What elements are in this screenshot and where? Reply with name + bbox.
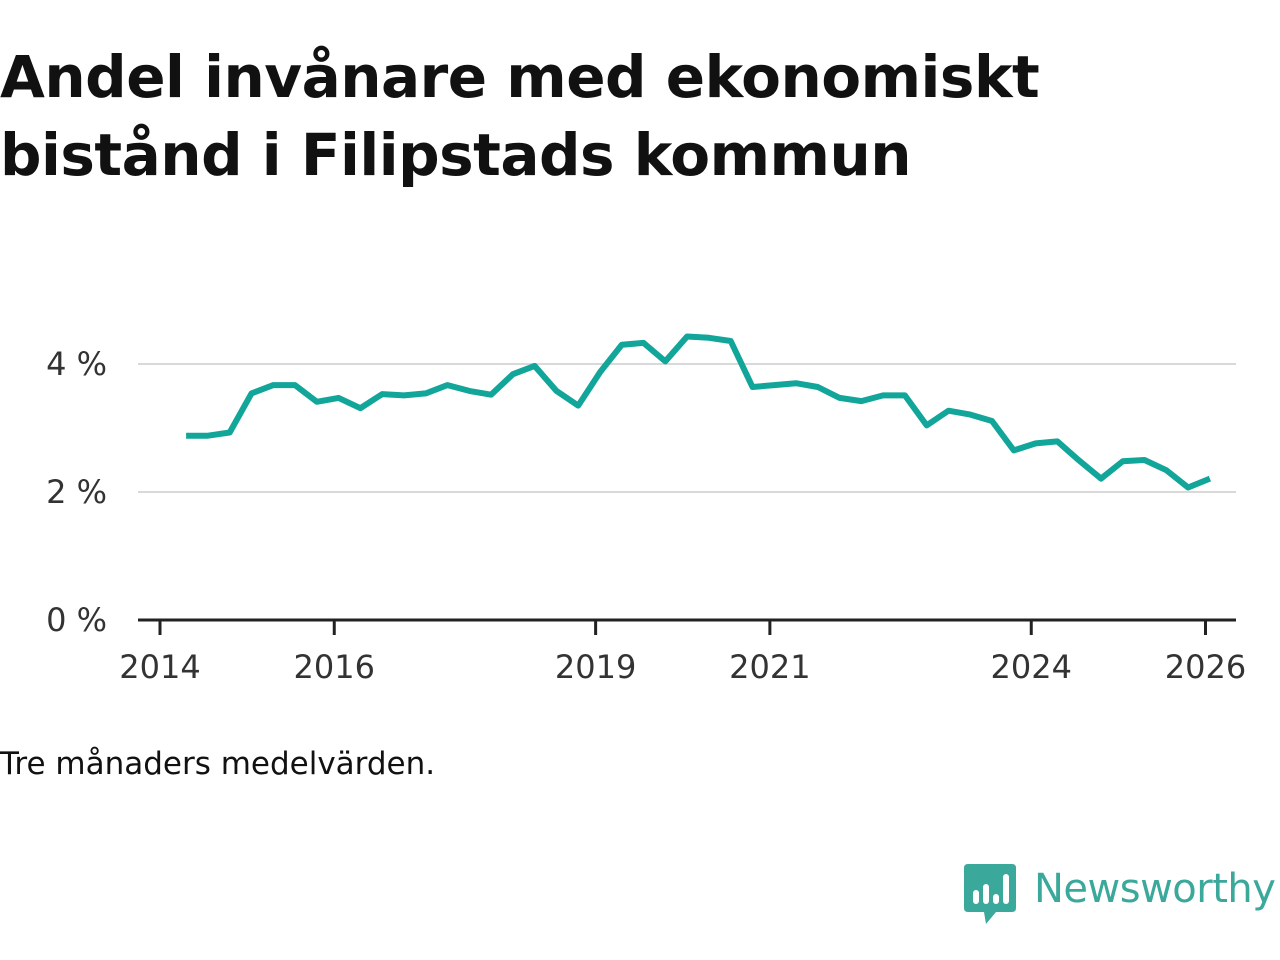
data-point	[1142, 457, 1148, 463]
data-point	[1120, 458, 1126, 464]
data-point	[1163, 467, 1169, 473]
data-point	[1054, 438, 1060, 444]
y-tick-label: 0 %	[46, 601, 107, 639]
data-point	[1011, 447, 1017, 453]
y-axis-labels: 0 % 2 % 4 %	[46, 345, 107, 639]
data-point	[728, 338, 734, 344]
brand-footer: Newsworthy	[964, 864, 1276, 928]
data-point	[1076, 458, 1082, 464]
data-point	[706, 335, 712, 341]
chart-title: Andel invånare med ekonomiskt bistånd i …	[0, 38, 1240, 194]
data-point	[771, 382, 777, 388]
line-chart: 0 % 2 % 4 % 2014 2016 2019 2021 2024 2026	[46, 333, 1246, 686]
data-point	[967, 412, 973, 418]
data-point	[1207, 476, 1213, 482]
data-point	[837, 395, 843, 401]
x-tick-label: 2016	[294, 648, 375, 686]
y-tick-label: 2 %	[46, 473, 107, 511]
data-point	[1033, 440, 1039, 446]
data-point	[575, 403, 581, 409]
y-tick-label: 4 %	[46, 345, 107, 383]
series-layer	[183, 333, 1213, 491]
chart-title-line-2: bistånd i Filipstads kommun	[0, 121, 912, 189]
data-point	[357, 405, 363, 411]
data-point	[336, 395, 342, 401]
data-point	[641, 340, 647, 346]
data-point	[488, 392, 494, 398]
data-point	[902, 392, 908, 398]
data-point	[989, 418, 995, 424]
data-point	[314, 399, 320, 405]
data-point	[401, 392, 407, 398]
data-point	[445, 382, 451, 388]
data-point	[793, 380, 799, 386]
data-point	[532, 363, 538, 369]
data-point	[227, 430, 233, 436]
data-point	[924, 422, 930, 428]
gridlines	[138, 363, 1236, 493]
data-point	[684, 334, 690, 340]
x-tick-label: 2021	[729, 648, 810, 686]
data-point	[292, 382, 298, 388]
data-point	[205, 433, 211, 439]
data-point	[423, 390, 429, 396]
x-tick-label: 2024	[991, 648, 1072, 686]
data-point	[662, 358, 668, 364]
data-point	[815, 384, 821, 390]
data-point	[249, 390, 255, 396]
data-point	[379, 391, 385, 397]
data-point	[597, 369, 603, 375]
x-tick-label: 2014	[119, 648, 200, 686]
series-line-0	[186, 333, 1212, 491]
chart-title-line-1: Andel invånare med ekonomiskt	[0, 43, 1040, 111]
data-point	[880, 392, 886, 398]
data-point	[946, 408, 952, 414]
data-point	[1098, 476, 1104, 482]
data-point	[183, 433, 189, 439]
data-point	[466, 388, 472, 394]
x-axis: 2014 2016 2019 2021 2024 2026	[119, 618, 1246, 686]
data-point	[553, 388, 559, 394]
newsworthy-logo-icon	[964, 864, 1016, 924]
x-tick-label: 2019	[555, 648, 636, 686]
data-point	[750, 384, 756, 390]
brand-name: Newsworthy	[1034, 866, 1276, 912]
data-point	[510, 371, 516, 377]
data-point	[270, 382, 276, 388]
data-point	[1185, 485, 1191, 491]
data-point	[619, 342, 625, 348]
data-point	[858, 398, 864, 404]
x-tick-label: 2026	[1165, 648, 1246, 686]
chart-note: Tre månaders medelvärden.	[0, 746, 436, 782]
